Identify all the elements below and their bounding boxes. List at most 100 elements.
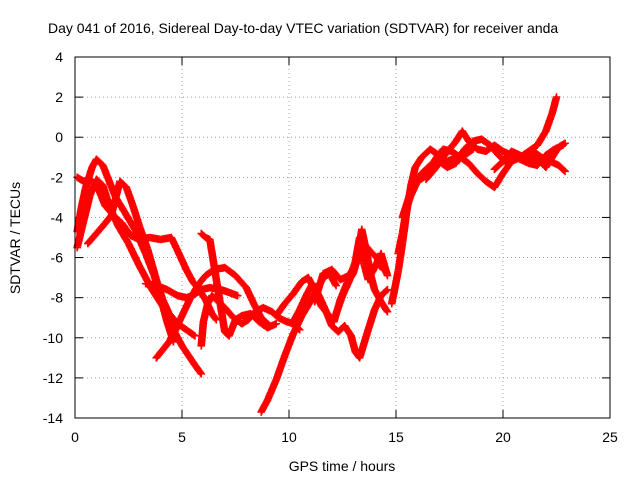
data-trace — [332, 293, 346, 316]
data-point — [272, 319, 280, 328]
data-trace — [345, 259, 359, 284]
data-trace — [446, 138, 459, 152]
x-tick-label: 15 — [388, 429, 404, 445]
x-tick-label: 0 — [71, 429, 79, 445]
data-point — [233, 291, 242, 300]
data-trace — [440, 146, 453, 160]
data-trace — [311, 271, 327, 304]
data-trace — [548, 94, 560, 116]
data-trace — [431, 154, 446, 172]
data-trace — [159, 339, 172, 353]
data-trace — [281, 291, 297, 307]
data-trace — [119, 220, 134, 239]
data-trace — [225, 317, 239, 339]
data-trace — [189, 359, 205, 377]
y-tick-label: 4 — [55, 49, 63, 65]
data-trace — [549, 144, 562, 160]
data-trace — [95, 187, 109, 208]
data-trace — [461, 146, 476, 159]
data-point — [561, 139, 569, 148]
data-trace — [93, 220, 108, 237]
y-axis-label: SDTVAR / TECUs — [7, 182, 23, 294]
data-trace — [203, 234, 213, 243]
data-trace — [93, 156, 106, 169]
data-trace — [87, 176, 97, 187]
data-trace — [178, 295, 194, 319]
data-series — [73, 175, 206, 378]
data-trace — [491, 170, 506, 190]
data-trace — [272, 353, 288, 383]
y-tick-label: -8 — [51, 290, 64, 306]
data-trace — [93, 176, 106, 189]
chart-title: Day 041 of 2016, Sidereal Day-to-day VTE… — [48, 20, 558, 36]
data-point — [197, 370, 206, 378]
data-trace — [243, 285, 258, 309]
y-tick-label: 0 — [55, 129, 63, 145]
data-point — [383, 271, 392, 280]
data-point — [561, 167, 569, 176]
data-trace — [117, 178, 130, 191]
data-trace — [367, 248, 380, 261]
data-trace — [290, 313, 305, 337]
x-tick-label: 5 — [178, 429, 186, 445]
data-trace — [102, 212, 115, 227]
data-trace — [123, 185, 136, 208]
data-trace — [197, 319, 208, 349]
data-trace — [466, 138, 481, 153]
data-trace — [91, 180, 102, 192]
data-trace — [121, 208, 138, 232]
y-tick-label: -6 — [51, 250, 64, 266]
data-trace — [99, 183, 113, 208]
data-trace — [281, 331, 297, 359]
data-trace — [479, 136, 493, 149]
data-point — [383, 307, 392, 316]
data-trace — [264, 377, 280, 403]
data-trace — [378, 286, 391, 299]
data-trace — [543, 146, 557, 159]
data-trace — [196, 273, 209, 287]
data-trace — [198, 230, 209, 241]
data-trace — [377, 251, 391, 278]
data-trace — [153, 347, 166, 361]
data-trace — [542, 110, 556, 134]
data-trace — [465, 160, 481, 176]
data-trace — [378, 299, 391, 315]
y-tick-label: 2 — [55, 89, 63, 105]
y-tick-label: -12 — [43, 370, 63, 386]
data-trace — [388, 269, 402, 306]
data-trace — [209, 311, 220, 323]
data-series — [197, 229, 280, 340]
x-axis-label: GPS time / hours — [289, 458, 396, 474]
data-trace — [542, 154, 556, 170]
series-group — [73, 93, 569, 416]
data-series — [73, 173, 221, 324]
x-tick-label: 25 — [602, 429, 618, 445]
y-tick-label: -2 — [51, 169, 64, 185]
data-trace — [232, 272, 249, 291]
data-point — [552, 93, 561, 101]
data-trace — [99, 163, 113, 184]
data-trace — [183, 326, 198, 339]
data-point — [332, 281, 340, 290]
data-trace — [125, 241, 143, 268]
data-point — [191, 331, 199, 340]
data-trace — [361, 240, 374, 255]
data-point — [383, 285, 392, 294]
plot-frame — [74, 56, 611, 419]
data-trace — [247, 310, 262, 325]
data-trace — [452, 146, 468, 166]
data-trace — [206, 237, 229, 334]
y-tick-label: -10 — [43, 330, 63, 346]
data-trace — [108, 179, 124, 218]
x-tick-label: 20 — [495, 429, 511, 445]
data-trace — [273, 301, 288, 319]
data-trace — [491, 158, 506, 173]
grid — [75, 57, 610, 418]
data-trace — [85, 230, 100, 247]
data-trace — [474, 170, 489, 185]
data-trace — [129, 203, 143, 228]
data-trace — [423, 166, 438, 182]
data-trace — [187, 281, 203, 301]
data-trace — [222, 264, 239, 279]
data-trace — [168, 235, 183, 258]
